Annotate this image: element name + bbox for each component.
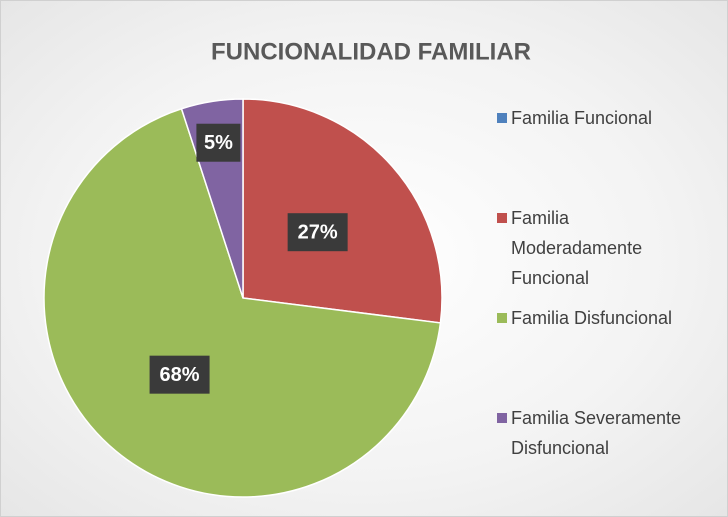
- data-label: 68%: [160, 364, 200, 386]
- legend-item: Familia Moderadamente Funcional: [497, 203, 687, 293]
- label-box: [287, 213, 348, 252]
- chart-title: FUNCIONALIDAD FAMILIAR: [211, 38, 531, 65]
- legend-item: Familia Disfuncional: [497, 303, 687, 333]
- legend-item: Familia Funcional: [497, 103, 687, 133]
- legend-swatch: [497, 213, 507, 223]
- legend-label: Familia Funcional: [511, 108, 653, 128]
- legend-item: Familia Severamente Disfuncional: [497, 403, 687, 463]
- legend-swatch: [497, 313, 507, 323]
- legend-swatch: [497, 413, 507, 423]
- label-box: [196, 123, 241, 162]
- data-label: 27%: [298, 221, 338, 243]
- legend-label: Familia Disfuncional: [511, 308, 673, 328]
- label-box: [149, 355, 210, 394]
- legend-label: Familia Severamente Disfuncional: [511, 408, 682, 458]
- pie-slice: [43, 107, 442, 498]
- legend-swatch: [497, 113, 507, 123]
- legend-label: Familia Moderadamente Funcional: [511, 208, 643, 288]
- pie-slice: [242, 98, 443, 324]
- data-label: 5%: [204, 132, 233, 154]
